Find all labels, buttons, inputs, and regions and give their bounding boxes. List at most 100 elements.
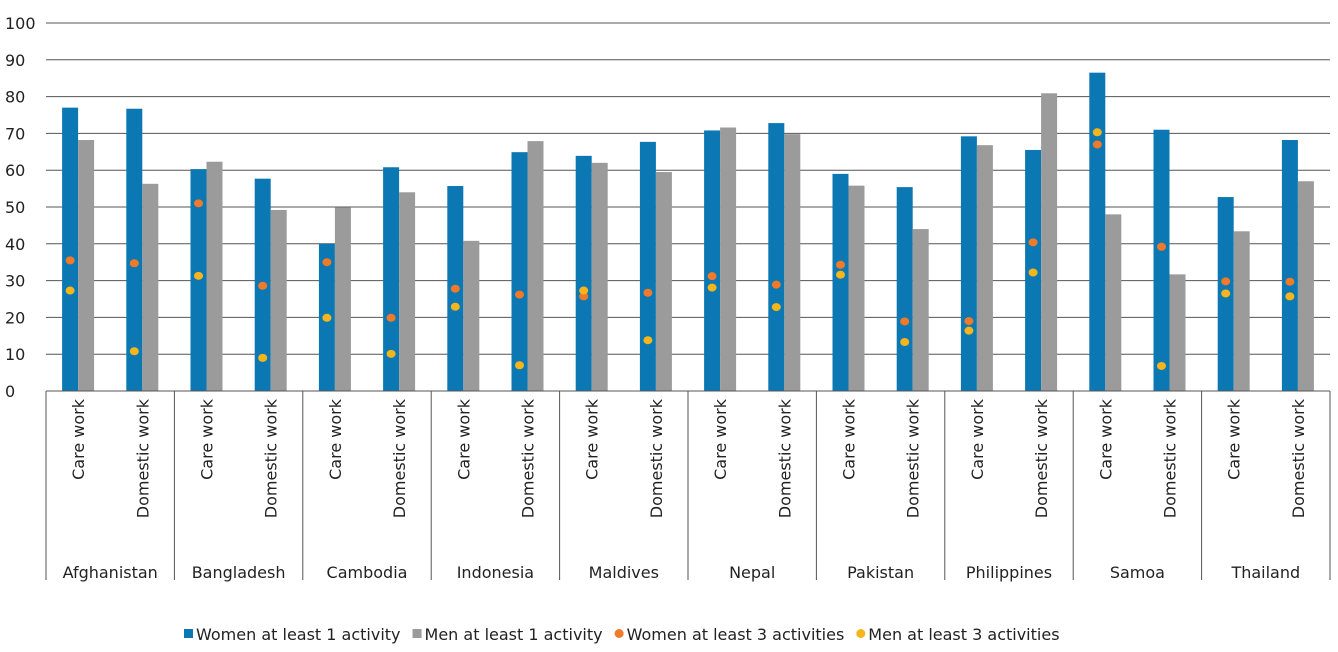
legend-item: Men at least 1 activity bbox=[412, 625, 603, 644]
dot-men-at-least-3-activities bbox=[1092, 128, 1102, 137]
dot-women-at-least-3-activities bbox=[643, 288, 653, 297]
dot-women-at-least-3-activities bbox=[771, 280, 781, 289]
bar-men-at-least-1-activity bbox=[976, 145, 993, 391]
subcategory-label: Care work bbox=[69, 398, 88, 480]
legend-label: Women at least 3 activities bbox=[627, 625, 845, 644]
bar-men-at-least-1-activity bbox=[848, 185, 865, 391]
dot-women-at-least-3-activities bbox=[129, 259, 139, 268]
y-tick-label: 50 bbox=[5, 198, 25, 217]
dot-women-at-least-3-activities bbox=[1285, 277, 1295, 286]
bar-men-at-least-1-activity bbox=[912, 229, 929, 391]
y-tick-label: 70 bbox=[5, 124, 25, 143]
dots bbox=[65, 128, 1295, 370]
bar-women-at-least-1-activity bbox=[511, 152, 528, 391]
bar-men-at-least-1-activity bbox=[78, 140, 95, 391]
y-tick-label: 80 bbox=[5, 88, 25, 107]
legend-swatch-dot bbox=[856, 629, 866, 638]
legend-label: Men at least 3 activities bbox=[868, 625, 1059, 644]
group-label: Samoa bbox=[1110, 563, 1165, 582]
group-label: Afghanistan bbox=[63, 563, 158, 582]
dot-women-at-least-3-activities bbox=[194, 199, 203, 208]
group-label: Nepal bbox=[729, 563, 775, 582]
dot-men-at-least-3-activities bbox=[194, 271, 203, 280]
dot-women-at-least-3-activities bbox=[1092, 140, 1102, 149]
dot-men-at-least-3-activities bbox=[65, 286, 75, 295]
bar-women-at-least-1-activity bbox=[126, 108, 143, 391]
dot-men-at-least-3-activities bbox=[771, 303, 781, 312]
subcategory-label: Domestic work bbox=[904, 398, 923, 518]
bar-men-at-least-1-activity bbox=[270, 209, 287, 391]
y-tick-label: 60 bbox=[5, 161, 25, 180]
bar-women-at-least-1-activity bbox=[1281, 140, 1298, 391]
bar-men-at-least-1-activity bbox=[142, 183, 159, 391]
bar-women-at-least-1-activity bbox=[575, 155, 592, 391]
dot-women-at-least-3-activities bbox=[964, 317, 974, 326]
dot-men-at-least-3-activities bbox=[386, 349, 396, 358]
subcategory-label: Domestic work bbox=[133, 398, 152, 518]
group-label: Indonesia bbox=[457, 563, 534, 582]
group-label: Pakistan bbox=[847, 563, 914, 582]
y-axis-ticks: 0 10 20 30 40 50 60 70 80 90 100 bbox=[5, 14, 36, 401]
dot-women-at-least-3-activities bbox=[65, 256, 75, 265]
group-label: Maldives bbox=[589, 563, 659, 582]
bar-men-at-least-1-activity bbox=[463, 240, 480, 391]
dot-women-at-least-3-activities bbox=[450, 284, 460, 293]
legend-item: Women at least 1 activity bbox=[184, 625, 401, 644]
bar-women-at-least-1-activity bbox=[960, 136, 977, 391]
bar-men-at-least-1-activity bbox=[591, 162, 608, 391]
y-tick-label: 30 bbox=[5, 272, 25, 291]
bar-men-at-least-1-activity bbox=[720, 127, 737, 392]
legend: Women at least 1 activity Men at least 1 … bbox=[184, 625, 1060, 644]
bar-men-at-least-1-activity bbox=[1041, 93, 1058, 392]
y-tick-label: 90 bbox=[5, 51, 25, 70]
dot-women-at-least-3-activities bbox=[515, 290, 524, 299]
y-tick-label: 0 bbox=[5, 382, 15, 401]
bar-women-at-least-1-activity bbox=[1089, 72, 1106, 392]
subcategory-label: Care work bbox=[454, 398, 473, 480]
bar-men-at-least-1-activity bbox=[1297, 181, 1314, 391]
dot-women-at-least-3-activities bbox=[322, 258, 332, 267]
dot-men-at-least-3-activities bbox=[1157, 361, 1166, 370]
subcategory-label: Care work bbox=[840, 398, 859, 480]
bar-women-at-least-1-activity bbox=[704, 130, 721, 391]
dot-men-at-least-3-activities bbox=[964, 326, 974, 335]
legend-item: Men at least 3 activities bbox=[856, 625, 1060, 644]
subcategory-label: Domestic work bbox=[1161, 398, 1180, 518]
group-label: Cambodia bbox=[327, 563, 408, 582]
dot-women-at-least-3-activities bbox=[258, 281, 268, 290]
bar-men-at-least-1-activity bbox=[206, 161, 223, 391]
dot-women-at-least-3-activities bbox=[1028, 238, 1038, 247]
dot-women-at-least-3-activities bbox=[900, 317, 910, 326]
bar-women-at-least-1-activity bbox=[1153, 129, 1170, 391]
legend-swatch-dot bbox=[614, 629, 624, 638]
bar-men-at-least-1-activity bbox=[1233, 231, 1250, 391]
bar-women-at-least-1-activity bbox=[832, 173, 849, 391]
bar-men-at-least-1-activity bbox=[784, 134, 801, 392]
y-tick-label: 20 bbox=[5, 308, 25, 327]
bar-women-at-least-1-activity bbox=[896, 187, 913, 391]
bar-men-at-least-1-activity bbox=[334, 207, 351, 391]
dot-men-at-least-3-activities bbox=[900, 338, 910, 347]
dot-men-at-least-3-activities bbox=[515, 361, 524, 370]
legend-item: Women at least 3 activities bbox=[614, 625, 845, 644]
dot-men-at-least-3-activities bbox=[707, 283, 717, 292]
subcategory-label: Care work bbox=[583, 398, 602, 480]
dot-men-at-least-3-activities bbox=[579, 286, 589, 295]
y-tick-label: 10 bbox=[5, 345, 25, 364]
group-label: Philippines bbox=[966, 563, 1052, 582]
dot-women-at-least-3-activities bbox=[386, 313, 396, 322]
legend-label: Men at least 1 activity bbox=[425, 625, 603, 644]
bar-men-at-least-1-activity bbox=[1105, 214, 1122, 391]
y-tick-label: 40 bbox=[5, 235, 25, 254]
bar-men-at-least-1-activity bbox=[1169, 274, 1186, 391]
bar-women-at-least-1-activity bbox=[383, 167, 400, 391]
bar-women-at-least-1-activity bbox=[639, 141, 656, 391]
subcategory-label: Domestic work bbox=[519, 398, 538, 518]
dot-men-at-least-3-activities bbox=[643, 336, 653, 345]
bar-women-at-least-1-activity bbox=[190, 169, 207, 391]
bar-men-at-least-1-activity bbox=[655, 172, 672, 391]
dot-men-at-least-3-activities bbox=[1028, 268, 1038, 277]
subcategory-label: Domestic work bbox=[1032, 398, 1051, 518]
